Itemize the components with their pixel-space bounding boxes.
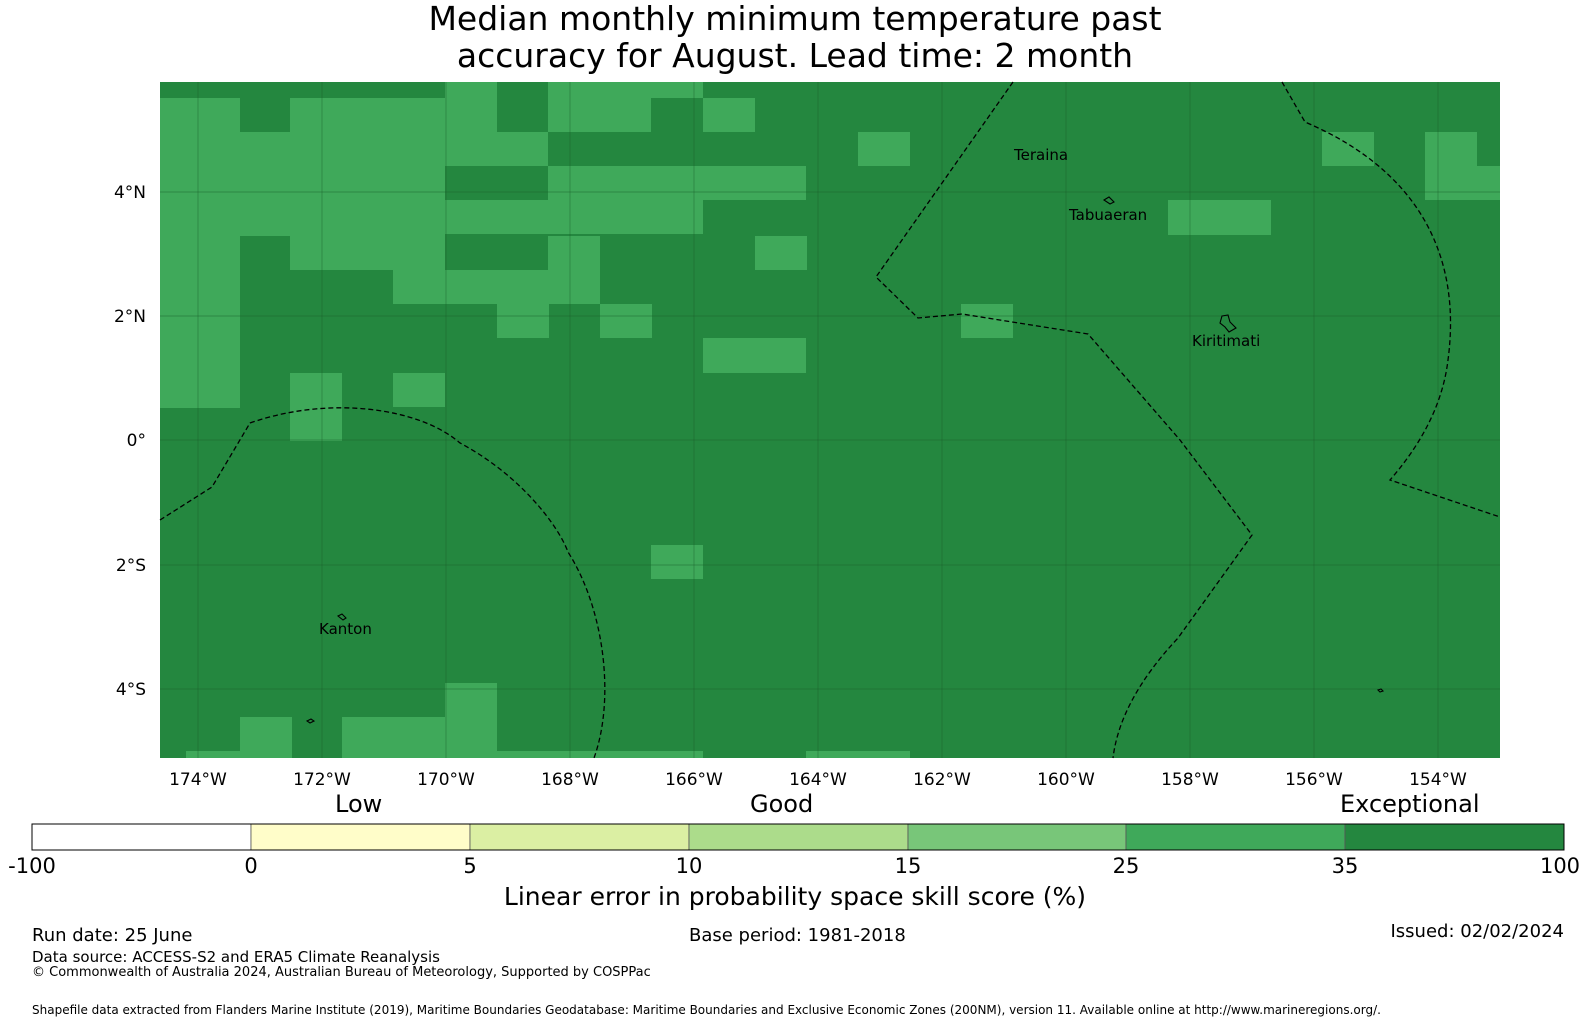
colorbar-segment: [31, 823, 252, 851]
colorbar: [31, 823, 1565, 851]
island-tabuaeran: [1102, 196, 1115, 205]
longitude-tick-label: 166°W: [665, 770, 723, 790]
colorbar-label-low: Low: [335, 790, 383, 818]
colorbar-tick: 10: [675, 854, 703, 878]
latitude-tick-label: 2°S: [116, 556, 146, 576]
colorbar-tick: 15: [894, 854, 922, 878]
colorbar-frame: [31, 823, 1565, 851]
longitude-tick-label: 168°W: [541, 770, 599, 790]
place-label-kiritimati: Kiritimati: [1192, 332, 1260, 350]
place-label-kanton: Kanton: [319, 620, 372, 638]
map-area: Teraina Tabuaeran Kiritimati Kanton: [159, 81, 1501, 759]
colorbar-segment: [907, 823, 1127, 851]
latitude-tick-label: 0°: [127, 431, 146, 451]
graticule: [160, 82, 1500, 758]
colorbar-title: Linear error in probability space skill …: [503, 882, 1087, 911]
longitude-tick-label: 170°W: [417, 770, 475, 790]
islands: [305, 196, 1385, 724]
map-title: Median monthly minimum temperature past …: [0, 0, 1590, 74]
latitude-tick-label: 4°N: [114, 183, 146, 203]
longitude-tick-label: 158°W: [1161, 770, 1219, 790]
colorbar-tick: 0: [244, 854, 258, 878]
longitude-tick-label: 156°W: [1285, 770, 1343, 790]
colorbar-tick: 25: [1112, 854, 1140, 878]
longitude-tick-label: 160°W: [1037, 770, 1095, 790]
colorbar-tick: 5: [463, 854, 477, 878]
island-small-2: [1376, 688, 1385, 693]
island-kiritimati: [1219, 314, 1237, 333]
run-date: Run date: 25 June: [32, 925, 193, 946]
colorbar-tick: 35: [1331, 854, 1359, 878]
colorbar-tick: 100: [1539, 854, 1581, 878]
colorbar-segment: [688, 823, 909, 851]
longitude-axis: 174°W 172°W 170°W 168°W 166°W 164°W 162°W 160°W…: [169, 770, 1467, 790]
copyright: © Commonwealth of Australia 2024, Austra…: [32, 965, 651, 980]
colorbar-tick: -100: [8, 854, 56, 878]
longitude-tick-label: 172°W: [293, 770, 351, 790]
title-line-1: Median monthly minimum temperature past: [428, 0, 1162, 38]
base-period: Base period: 1981-2018: [689, 925, 906, 946]
longitude-tick-label: 162°W: [913, 770, 971, 790]
data-source: Data source: ACCESS-S2 and ERA5 Climate …: [32, 948, 440, 966]
place-label-teraina: Teraina: [1013, 146, 1068, 164]
latitude-tick-label: 2°N: [114, 307, 146, 327]
island-kanton: [336, 613, 347, 621]
colorbar-segment: [1125, 823, 1346, 851]
eez-boundaries: [159, 81, 1501, 759]
island-small-1: [305, 718, 316, 724]
latitude-tick-label: 4°S: [116, 680, 146, 700]
longitude-tick-label: 164°W: [789, 770, 847, 790]
colorbar-segment: [1344, 823, 1565, 851]
latitude-axis: 4°N 2°N 0° 2°S 4°S: [114, 183, 146, 700]
colorbar-label-exceptional: Exceptional: [1340, 790, 1480, 818]
title-line-2: accuracy for August. Lead time: 2 month: [456, 36, 1134, 75]
longitude-tick-label: 174°W: [169, 770, 227, 790]
colorbar-segment: [469, 823, 690, 851]
place-label-tabuaeran: Tabuaeran: [1068, 206, 1147, 224]
colorbar-segment: [250, 823, 471, 851]
issued-date: Issued: 02/02/2024: [1390, 921, 1564, 942]
colorbar-label-good: Good: [750, 790, 814, 818]
longitude-tick-label: 154°W: [1409, 770, 1467, 790]
shapefile-credit: Shapefile data extracted from Flanders M…: [32, 1003, 1381, 1017]
